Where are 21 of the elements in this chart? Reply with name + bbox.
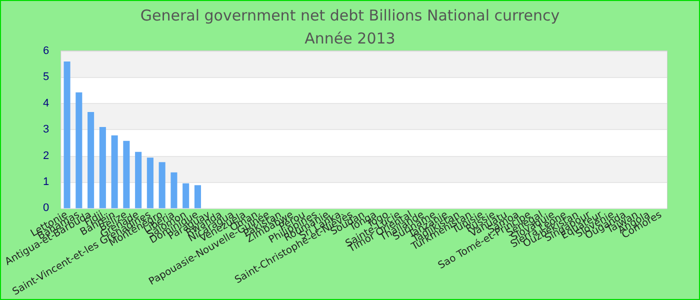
bar: [111, 135, 118, 208]
chart-subtitle: Année 2013: [304, 30, 396, 48]
chart-title: General government net debt Billions National currency: [140, 6, 560, 24]
bar: [64, 61, 70, 208]
y-tick-label: 0: [42, 202, 50, 214]
bar: [170, 172, 178, 208]
y-tick-label: 3: [42, 124, 50, 136]
bar: [182, 183, 190, 208]
y-tick-label: 4: [42, 97, 50, 110]
y-tick-label: 1: [42, 176, 50, 188]
bar: [158, 162, 166, 208]
bar: [76, 92, 82, 208]
bar: [123, 140, 130, 208]
bar: [194, 185, 201, 208]
y-tick-label: 5: [42, 71, 50, 84]
bar: [99, 126, 106, 208]
bar: [135, 152, 142, 208]
bar: [88, 112, 94, 208]
y-tick-label: 6: [42, 45, 50, 57]
y-tick-label: 2: [42, 150, 50, 162]
bar: [146, 158, 154, 208]
